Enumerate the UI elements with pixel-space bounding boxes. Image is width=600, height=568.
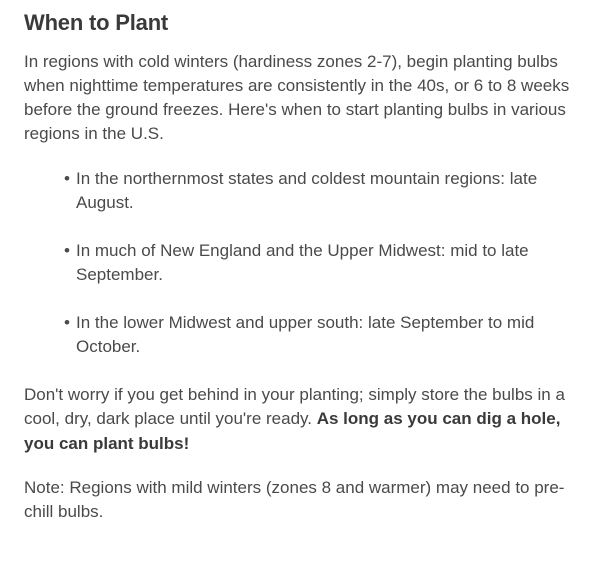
section-heading: When to Plant: [24, 10, 576, 36]
list-item: In the lower Midwest and upper south: la…: [64, 311, 576, 359]
article-section: When to Plant In regions with cold winte…: [0, 0, 600, 568]
list-item: In the northernmost states and coldest m…: [64, 167, 576, 215]
intro-paragraph: In regions with cold winters (hardiness …: [24, 50, 576, 147]
note-paragraph: Note: Regions with mild winters (zones 8…: [24, 476, 576, 524]
storage-paragraph: Don't worry if you get behind in your pl…: [24, 383, 576, 455]
list-item: In much of New England and the Upper Mid…: [64, 239, 576, 287]
region-list: In the northernmost states and coldest m…: [24, 167, 576, 360]
